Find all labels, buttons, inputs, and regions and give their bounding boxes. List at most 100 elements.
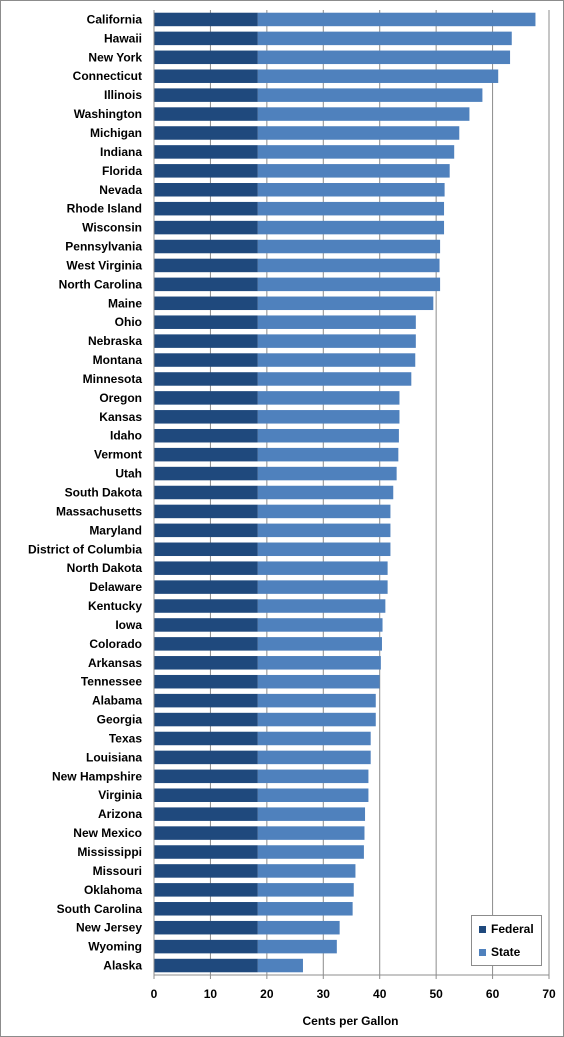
bar-state [257, 258, 440, 273]
legend: Federal State [471, 915, 542, 966]
bar-state [257, 788, 369, 802]
category-label: Wyoming [88, 940, 142, 954]
bar-state [257, 447, 399, 462]
bar-federal [154, 523, 258, 538]
bar-state [257, 731, 371, 746]
bar-federal [154, 599, 258, 613]
bar-state [257, 580, 388, 594]
category-label: Tennessee [81, 675, 142, 689]
bar-state [257, 485, 394, 500]
bar-state [257, 220, 445, 235]
category-label: Maine [108, 296, 142, 310]
bar-state [257, 504, 391, 519]
bar-federal [154, 826, 258, 840]
category-label: Nebraska [88, 334, 142, 348]
bar-state [257, 920, 340, 935]
bar-federal [154, 845, 258, 859]
category-label: New York [88, 50, 142, 64]
bar-state [257, 126, 460, 140]
bar-federal [154, 50, 258, 65]
bars [154, 12, 536, 973]
bar-federal [154, 296, 258, 311]
category-label: Alabama [92, 694, 142, 708]
category-label: Wisconsin [82, 221, 142, 235]
bar-state [257, 637, 382, 651]
category-label: Nevada [99, 183, 142, 197]
category-label: North Dakota [67, 561, 143, 575]
bar-state [257, 372, 412, 386]
category-label: Georgia [97, 713, 143, 727]
legend-item-state: State [479, 944, 520, 960]
bar-federal [154, 391, 258, 405]
category-label: Mississippi [77, 845, 142, 859]
category-label: Arkansas [88, 656, 142, 670]
category-label: Alaska [103, 959, 142, 973]
bar-federal [154, 864, 258, 878]
bar-federal [154, 580, 258, 594]
bar-federal [154, 126, 258, 140]
legend-label-state: State [491, 945, 521, 959]
bar-state [257, 201, 445, 216]
bar-state [257, 674, 380, 689]
category-label: Rhode Island [67, 202, 142, 216]
legend-item-federal: Federal [479, 921, 534, 937]
bar-state [257, 107, 470, 121]
bar-federal [154, 788, 258, 802]
category-label: Delaware [89, 580, 142, 594]
category-label: Ohio [115, 315, 142, 329]
bar-state [257, 561, 388, 575]
category-label: Indiana [100, 145, 142, 159]
bar-federal [154, 410, 258, 424]
category-label: Idaho [110, 429, 142, 443]
bar-federal [154, 485, 258, 500]
bar-federal [154, 201, 258, 216]
bar-state [257, 466, 397, 481]
bar-federal [154, 674, 258, 689]
bar-federal [154, 807, 258, 821]
bar-federal [154, 258, 258, 273]
category-label: North Carolina [59, 277, 143, 291]
bar-federal [154, 447, 258, 462]
category-label: Colorado [89, 637, 142, 651]
bar-state [257, 864, 356, 878]
bar-state [257, 769, 369, 784]
category-label: Montana [93, 353, 143, 367]
bar-federal [154, 145, 258, 159]
bar-federal [154, 902, 258, 916]
bar-state [257, 88, 483, 102]
bar-federal [154, 561, 258, 575]
bar-state [257, 939, 337, 954]
bar-federal [154, 618, 258, 632]
bar-federal [154, 239, 258, 254]
category-label: New Jersey [76, 921, 142, 935]
x-axis-title: Cents per Gallon [302, 1014, 398, 1028]
bar-state [257, 315, 416, 329]
category-label: Kansas [99, 410, 142, 424]
category-label: Iowa [115, 618, 142, 632]
x-tick-label: 20 [260, 987, 274, 1001]
bar-state [257, 239, 441, 254]
category-label: Oregon [99, 391, 142, 405]
bar-state [257, 353, 416, 367]
bar-state [257, 145, 455, 159]
bar-state [257, 826, 365, 840]
bar-federal [154, 353, 258, 367]
bar-state [257, 410, 400, 424]
bar-federal [154, 712, 258, 727]
x-tick-label: 30 [317, 987, 331, 1001]
category-label: West Virginia [66, 258, 142, 272]
category-label: New Hampshire [52, 769, 142, 783]
category-label: Minnesota [83, 372, 143, 386]
category-label: South Dakota [65, 486, 143, 500]
bar-federal [154, 466, 258, 481]
bar-federal [154, 750, 258, 765]
category-label: Louisiana [86, 750, 142, 764]
category-label: Massachusetts [56, 504, 142, 518]
bar-federal [154, 277, 258, 292]
bar-state [257, 599, 386, 613]
x-tick-labels: 0 10 20 30 40 50 60 70 [151, 975, 556, 1001]
category-label: Florida [102, 164, 142, 178]
category-label: South Carolina [57, 902, 143, 916]
category-label: California [87, 12, 143, 26]
